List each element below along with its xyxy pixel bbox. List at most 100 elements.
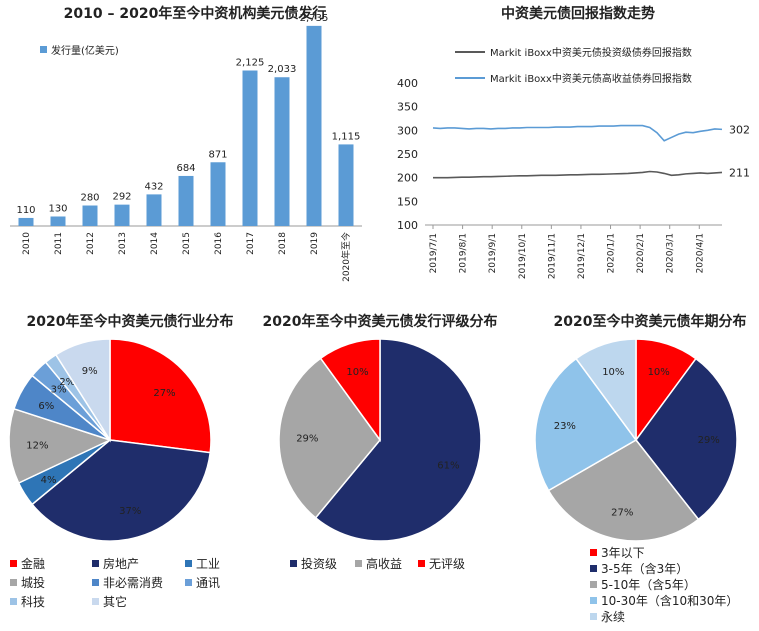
line-y-tick-label: 200 — [397, 172, 418, 185]
rating-legend-swatch — [418, 560, 425, 567]
bar-value-label: 2,033 — [268, 64, 297, 75]
industry-legend-label: 房地产 — [103, 556, 139, 571]
bar-value-label: 2,125 — [236, 58, 265, 69]
tenor-slice-3 — [534, 357, 638, 492]
industry-legend-swatch — [185, 579, 192, 586]
bar-2011 — [50, 216, 66, 226]
bar-chart-title: 2010 – 2020年至今中资机构美元债发行 — [64, 5, 327, 22]
industry-legend-swatch — [92, 598, 99, 605]
bar-2010 — [18, 217, 34, 226]
industry-pie-title: 2020年至今中资美元债行业分布 — [27, 313, 234, 330]
line-chart-title: 中资美元债回报指数走势 — [501, 5, 655, 22]
line-series-1 — [432, 124, 723, 142]
bar-value-label: 1,115 — [332, 131, 361, 142]
industry-legend-label: 非必需消费 — [103, 576, 163, 590]
bar-2012 — [82, 205, 98, 226]
industry-slice-label: 12% — [26, 441, 48, 452]
industry-slice-label: 37% — [119, 506, 141, 517]
bar-2017 — [242, 70, 258, 226]
industry-slice-0 — [109, 338, 212, 454]
rating-slice-1 — [278, 357, 381, 519]
tenor-legend-label: 永续 — [601, 610, 625, 624]
line-y-tick-label: 350 — [397, 101, 418, 114]
tenor-legend-swatch — [590, 613, 597, 620]
line-y-tick-label: 400 — [397, 77, 418, 90]
rating-slice-2 — [319, 338, 381, 443]
bar-2018 — [274, 77, 290, 226]
industry-slice-7 — [54, 338, 111, 443]
bar-2014 — [146, 194, 162, 226]
bar-2015 — [178, 175, 194, 226]
rating-slice-0 — [314, 338, 482, 542]
rating-slice-label: 29% — [296, 434, 318, 445]
line-x-tick-label: 2019/7/1 — [429, 233, 439, 273]
line-x-tick-label: 2020/3/1 — [666, 233, 676, 273]
line-y-tick-label: 250 — [397, 148, 418, 161]
bar-x-tick-label: 2011 — [54, 232, 64, 255]
tenor-legend-swatch — [590, 565, 597, 572]
line-x-tick-label: 2019/10/1 — [518, 233, 528, 279]
bar-value-label: 684 — [176, 163, 195, 174]
line-x-tick-label: 2020/4/1 — [695, 233, 705, 273]
industry-slice-label: 27% — [153, 388, 175, 399]
industry-slice-label: 6% — [38, 401, 54, 412]
bar-x-tick-label: 2010 — [22, 232, 32, 255]
bar-x-tick-label: 2012 — [86, 232, 96, 255]
bar-x-tick-label: 2017 — [246, 232, 256, 255]
tenor-slice-4 — [575, 338, 637, 443]
rating-pie-title: 2020年至今中资美元债发行评级分布 — [263, 313, 498, 330]
line-end-label: 211 — [729, 166, 750, 179]
bar-legend-label: 发行量(亿美元) — [51, 44, 119, 57]
bar-value-label: 871 — [208, 149, 227, 160]
bar-value-label: 110 — [16, 205, 35, 216]
bar-legend-swatch — [40, 46, 47, 53]
tenor-slice-2 — [547, 439, 700, 542]
bar-x-tick-label: 2018 — [278, 232, 288, 255]
rating-legend-label: 高收益 — [366, 556, 402, 571]
industry-slice-label: 2% — [59, 377, 75, 388]
rating-legend-label: 投资级 — [301, 556, 337, 571]
tenor-legend-label: 3年以下 — [601, 546, 645, 560]
line-y-tick-label: 300 — [397, 124, 418, 137]
line-legend-label: Markit iBoxx中资美元债高收益债券回报指数 — [490, 72, 692, 85]
bar-2019 — [306, 25, 322, 226]
industry-legend-swatch — [10, 560, 17, 567]
line-x-tick-label: 2019/9/1 — [488, 233, 498, 273]
bar-2020年至今 — [338, 144, 354, 226]
bar-2013 — [114, 204, 130, 226]
rating-slice-label: 61% — [437, 461, 459, 472]
bar-x-tick-label: 2019 — [310, 232, 320, 255]
industry-legend-swatch — [92, 579, 99, 586]
tenor-legend-swatch — [590, 581, 597, 588]
rating-legend-swatch — [290, 560, 297, 567]
bar-2016 — [210, 162, 226, 226]
rating-legend-label: 无评级 — [429, 557, 465, 571]
bar-x-tick-label: 2016 — [214, 232, 224, 255]
rating-slice-label: 10% — [346, 367, 368, 378]
industry-legend-swatch — [92, 560, 99, 567]
line-end-label: 302 — [729, 123, 750, 136]
bar-value-label: 2,735 — [300, 13, 329, 24]
industry-legend-label: 城投 — [21, 575, 45, 590]
bar-value-label: 130 — [48, 203, 67, 214]
bar-value-label: 292 — [112, 192, 131, 203]
tenor-slice-label: 23% — [554, 421, 576, 432]
industry-legend-swatch — [10, 598, 17, 605]
industry-legend-swatch — [10, 579, 17, 586]
industry-legend-label: 工业 — [196, 557, 220, 571]
industry-slice-1 — [31, 439, 212, 542]
tenor-slice-label: 10% — [602, 367, 624, 378]
industry-legend-swatch — [185, 560, 192, 567]
bar-x-tick-label: 2014 — [150, 232, 160, 255]
industry-legend-label: 科技 — [21, 595, 45, 609]
line-y-tick-label: 100 — [397, 219, 418, 232]
industry-slice-label: 4% — [41, 475, 57, 486]
industry-legend-label: 其它 — [103, 594, 127, 609]
industry-legend-label: 通讯 — [196, 576, 220, 590]
industry-legend-label: 金融 — [21, 556, 45, 571]
tenor-pie-title: 2020至今中资美元债年期分布 — [554, 313, 747, 330]
industry-slice-label: 9% — [82, 366, 98, 377]
tenor-legend-swatch — [590, 597, 597, 604]
tenor-slice-1 — [635, 357, 738, 521]
